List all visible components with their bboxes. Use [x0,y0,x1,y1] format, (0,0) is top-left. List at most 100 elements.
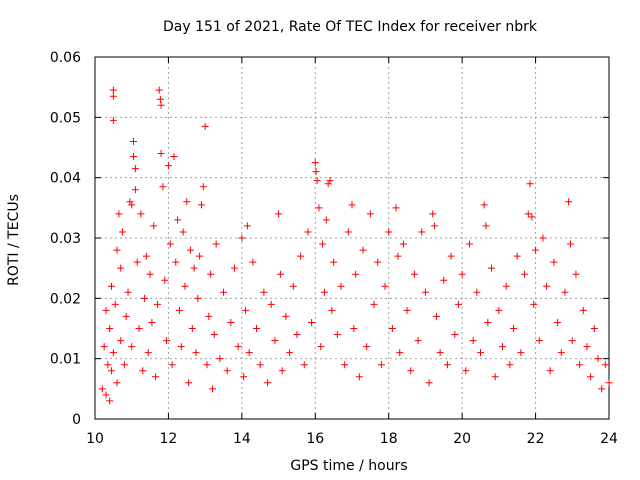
data-point [102,306,110,314]
data-point [517,349,525,357]
data-point [208,385,216,393]
data-point [201,122,209,130]
data-point [150,222,158,230]
data-point [550,258,558,266]
data-point [161,276,169,284]
data-point [210,331,218,339]
data-point [348,201,356,209]
data-point [513,252,521,260]
data-point [344,228,352,236]
x-tick-label: 16 [306,431,324,447]
data-point [443,361,451,369]
data-point [164,162,172,170]
data-point [363,343,371,351]
y-tick-label: 0.02 [50,291,81,307]
data-point [276,270,284,278]
data-point [447,252,455,260]
data-point [392,204,400,212]
data-point [220,288,227,296]
data-point [539,234,547,242]
data-point [175,306,183,314]
data-point [359,246,367,254]
data-point [109,92,117,100]
data-point [264,379,272,387]
data-point [126,198,134,206]
data-point [119,228,127,236]
x-tick-label: 12 [160,431,178,447]
data-point [333,331,341,339]
y-tick-label: 0.04 [50,171,81,187]
data-point [275,210,283,218]
data-point [414,337,422,345]
y-axis-title: ROTI / TECUs [6,194,22,286]
data-point [488,264,496,272]
x-tick-label: 18 [380,431,398,447]
data-point [122,312,130,320]
data-point [396,349,404,357]
data-point [510,325,518,332]
y-tick-label: 0.03 [50,231,81,247]
data-point [451,331,459,339]
x-tick-label: 14 [233,431,251,447]
data-point [431,222,439,230]
x-tick-label: 20 [453,431,471,447]
data-point [421,288,429,296]
data-point [394,252,402,260]
data-point [102,391,110,399]
data-point [242,306,250,314]
data-point [108,282,116,290]
data-point [131,186,139,194]
data-point [117,264,125,272]
data-point [128,343,136,351]
data-point [477,349,484,357]
data-point [528,213,536,221]
data-point [462,367,470,375]
x-tick-label: 10 [86,431,104,447]
data-point [432,312,440,320]
data-points [98,86,613,405]
data-point [601,361,609,369]
data-point [137,210,145,218]
data-point [139,367,147,375]
data-point [115,210,123,218]
data-point [104,361,112,369]
data-point [157,150,165,158]
data-point [100,343,108,351]
data-point [260,288,268,296]
data-point [370,300,378,308]
data-point [124,288,132,296]
data-point [385,228,393,236]
x-tick-label: 24 [600,431,618,447]
data-point [469,337,477,345]
data-point [311,159,319,167]
data-point [253,325,261,332]
data-point [465,240,473,248]
data-point [407,367,415,375]
data-point [146,270,154,278]
y-tick-label: 0.06 [50,50,81,66]
data-point [111,300,119,308]
data-point [300,361,308,369]
data-point [205,312,213,320]
data-point [543,282,551,290]
data-point [192,349,200,357]
data-point [293,331,301,339]
data-point [234,343,242,351]
data-point [418,228,426,236]
data-point [166,240,174,248]
data-point [156,95,164,103]
data-point [326,177,334,185]
data-point [170,153,178,161]
data-point [183,198,191,206]
data-point [565,198,573,206]
data-point [568,337,576,345]
data-point [526,180,534,188]
data-point [436,349,444,357]
data-point [249,258,257,266]
data-point [352,270,360,278]
data-point [583,343,591,351]
data-point [546,367,554,375]
data-point [532,246,540,254]
data-point [196,252,204,260]
